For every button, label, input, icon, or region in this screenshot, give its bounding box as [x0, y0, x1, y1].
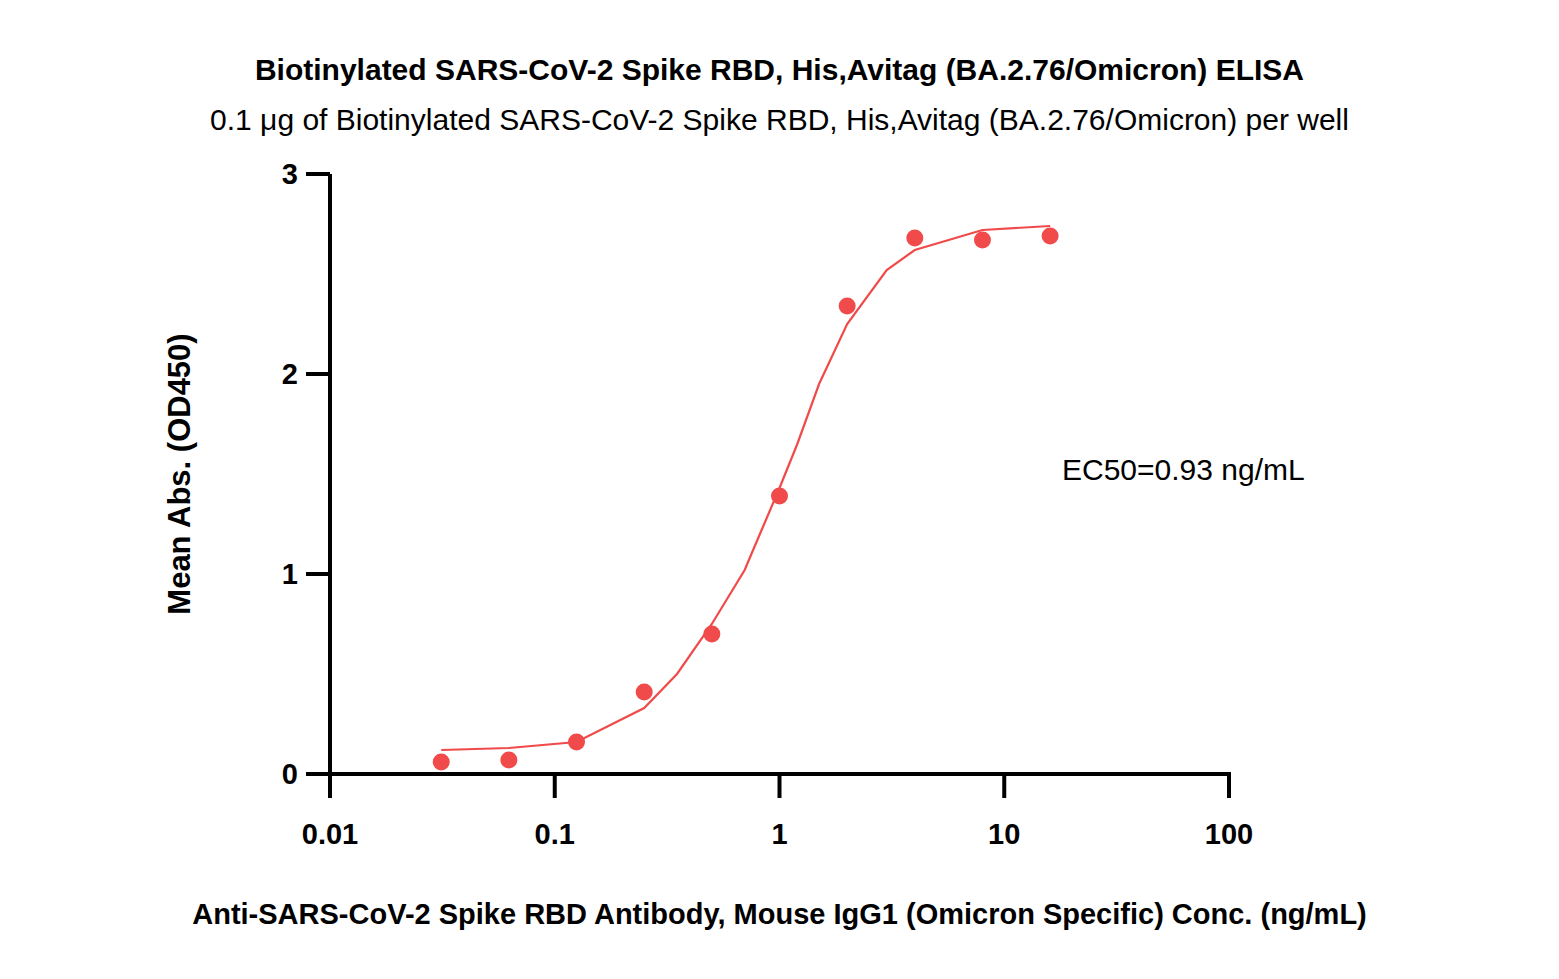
title: Biotinylated SARS-CoV-2 Spike RBD, His,A…: [255, 53, 1304, 86]
y-tick-label: 3: [282, 158, 298, 190]
y-axis-label: Mean Abs. (OD450): [162, 333, 197, 614]
x-tick: [1227, 774, 1231, 798]
x-axis-label: Anti-SARS-CoV-2 Spike RBD Antibody, Mous…: [192, 898, 1367, 930]
y-tick: [306, 772, 330, 776]
subtitle: 0.1 μg of Biotinylated SARS-CoV-2 Spike …: [210, 103, 1349, 136]
background: [0, 0, 1559, 979]
data-point: [500, 752, 517, 769]
y-tick-label: 1: [282, 558, 298, 590]
data-point: [771, 488, 788, 505]
data-point: [568, 734, 585, 751]
y-tick: [306, 172, 330, 176]
x-tick-label: 100: [1205, 818, 1253, 850]
y-tick: [306, 572, 330, 576]
x-tick-label: 0.1: [535, 818, 575, 850]
x-tick: [1002, 774, 1006, 798]
data-point: [433, 754, 450, 771]
x-tick-label: 1: [771, 818, 787, 850]
data-point: [703, 626, 720, 643]
marks: [433, 226, 1059, 771]
x-tick: [778, 774, 782, 798]
y-tick-label: 0: [282, 758, 298, 790]
data-point: [974, 232, 991, 249]
data-point: [1042, 228, 1059, 245]
x-tick-label: 0.01: [302, 818, 358, 850]
x-tick-label: 10: [988, 818, 1020, 850]
fit-curve: [441, 226, 1050, 750]
x-tick: [553, 774, 557, 798]
y-tick-label: 2: [282, 358, 298, 390]
y-axis: [328, 174, 332, 776]
data-point: [906, 230, 923, 247]
y-tick: [306, 372, 330, 376]
chart: Biotinylated SARS-CoV-2 Spike RBD, His,A…: [0, 0, 1559, 979]
data-point: [839, 298, 856, 315]
data-point: [636, 684, 653, 701]
annotation: EC50=0.93 ng/mL: [1062, 453, 1305, 486]
x-tick: [328, 774, 332, 798]
